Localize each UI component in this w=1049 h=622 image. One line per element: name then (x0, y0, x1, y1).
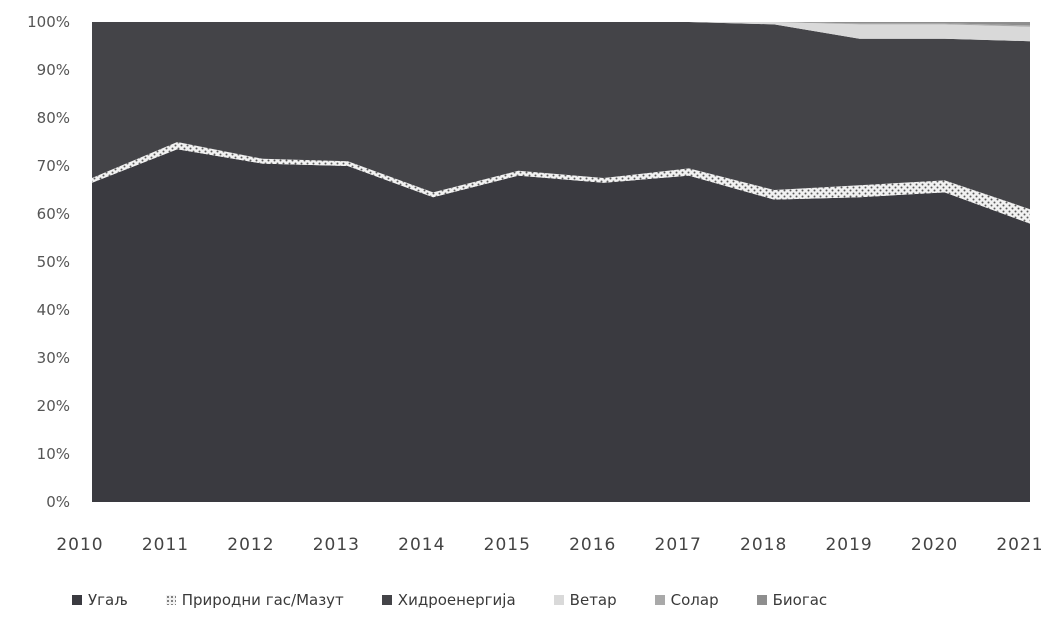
chart-legend: Угаљ Природни гас/Мазут Хидроенергија Ветар… (72, 585, 1032, 615)
x-tick-label: 2019 (825, 535, 872, 555)
legend-label: Хидроенергија (397, 591, 516, 609)
y-tick-label: 100% (27, 13, 70, 31)
y-tick-label: 10% (37, 445, 70, 463)
x-tick-label: 2015 (484, 535, 531, 555)
x-tick-label: 2010 (56, 535, 103, 555)
x-tick-label: 2016 (569, 535, 616, 555)
area-series-6 (92, 22, 1030, 26)
x-tick-label: 2011 (142, 535, 189, 555)
x-tick-label: 2021 (996, 535, 1043, 555)
y-tick-label: 60% (37, 205, 70, 223)
y-tick-label: 80% (37, 109, 70, 127)
legend-label: Природни гас/Мазут (181, 591, 344, 609)
y-tick-label: 30% (37, 349, 70, 367)
y-tick-label: 40% (37, 301, 70, 319)
legend-item: Ветар (553, 591, 617, 609)
legend-item: Угаљ (72, 591, 128, 609)
x-tick-label: 2013 (313, 535, 360, 555)
chart-plot: 0% 10% 20% 30% 40% 50% 60% 70% 80% 90% 100% 2010 20… (27, 13, 1043, 555)
x-tick-label: 2018 (740, 535, 787, 555)
legend-label: Угаљ (88, 591, 128, 609)
x-tick-label: 2014 (398, 535, 445, 555)
y-tick-label: 0% (46, 493, 70, 511)
y-tick-label: 50% (37, 253, 70, 271)
area-series-2 (92, 142, 1030, 224)
legend-swatch (381, 595, 392, 605)
legend-item: Природни гас/Мазут (165, 591, 344, 609)
x-tick-label: 2017 (655, 535, 702, 555)
legend-label: Биогас (772, 591, 828, 609)
legend-swatch (756, 595, 767, 605)
legend-item: Биогас (756, 591, 828, 609)
x-tick-label: 2020 (911, 535, 958, 555)
legend-label: Ветар (569, 591, 617, 609)
y-tick-label: 90% (37, 61, 70, 79)
area-series-1 (92, 149, 1030, 502)
x-tick-label: 2012 (227, 535, 274, 555)
y-tick-label: 70% (37, 157, 70, 175)
legend-swatch (165, 595, 176, 605)
legend-swatch (72, 595, 82, 605)
legend-swatch (553, 595, 564, 605)
legend-swatch (654, 595, 665, 605)
legend-item: Солар (654, 591, 719, 609)
legend-label: Солар (670, 591, 719, 609)
y-tick-label: 20% (37, 397, 70, 415)
legend-item: Хидроенергија (381, 591, 516, 609)
area-series-4 (92, 22, 1030, 42)
area-series-3 (92, 22, 1030, 210)
